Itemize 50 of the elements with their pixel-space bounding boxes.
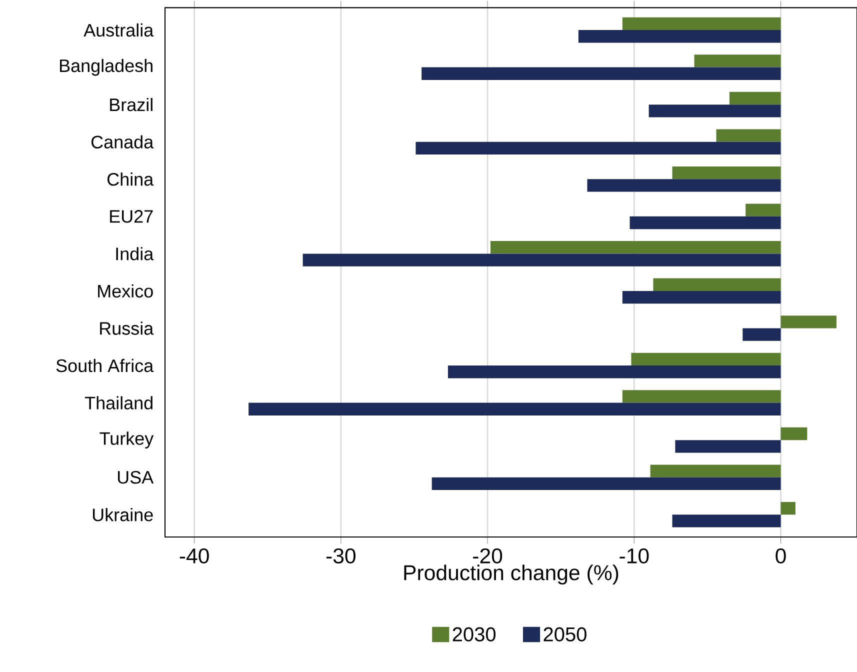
x-tick-label: 0 [776,548,786,564]
bar [587,179,781,192]
bar [729,92,781,105]
y-tick-label: Brazil [110,98,152,112]
y-tick-label: Bangladesh [60,58,152,76]
bar [716,129,781,142]
x-tick-label: -10 [620,548,649,564]
y-tick-label: Turkey [100,432,154,448]
bar [622,17,781,30]
y-tick-label: Australia [84,23,154,37]
y-tick-label: South Africa [56,358,154,372]
bar [490,241,781,254]
bar [422,67,781,80]
x-axis-title: Production change (%) [404,564,618,585]
y-tick-label: Russia [100,322,154,335]
bar [780,316,836,328]
bar [672,514,781,528]
bar [622,290,781,304]
x-tick-label: -30 [326,548,356,564]
bar [248,402,781,416]
bar [432,477,781,490]
bar [650,464,781,478]
bar [578,30,781,43]
bar [416,142,781,155]
bar [648,104,781,118]
bar [780,502,796,515]
x-tick-label: -40 [180,548,209,564]
legend-label: 2030 [452,627,496,642]
x-tick-label: -20 [473,548,502,564]
y-tick-label: EU27 [110,210,153,223]
bar [302,254,781,266]
y-tick-label: India [116,247,154,260]
bar [780,427,808,440]
bar [746,204,781,216]
y-tick-label: Mexico [98,284,153,298]
bar [448,366,781,378]
bar [630,216,781,230]
y-tick-label: Thailand [84,396,152,410]
y-tick-label: USA [118,470,154,484]
bar [742,328,781,341]
bar [631,352,781,366]
legend-label: 2050 [544,627,586,642]
bar [653,278,781,291]
y-tick-label: China [108,172,154,186]
y-tick-label: Canada [91,135,154,148]
bar [694,54,781,68]
bar [672,166,781,180]
bar [622,390,781,403]
bar [675,440,781,453]
y-tick-label: Ukraine [92,508,153,522]
